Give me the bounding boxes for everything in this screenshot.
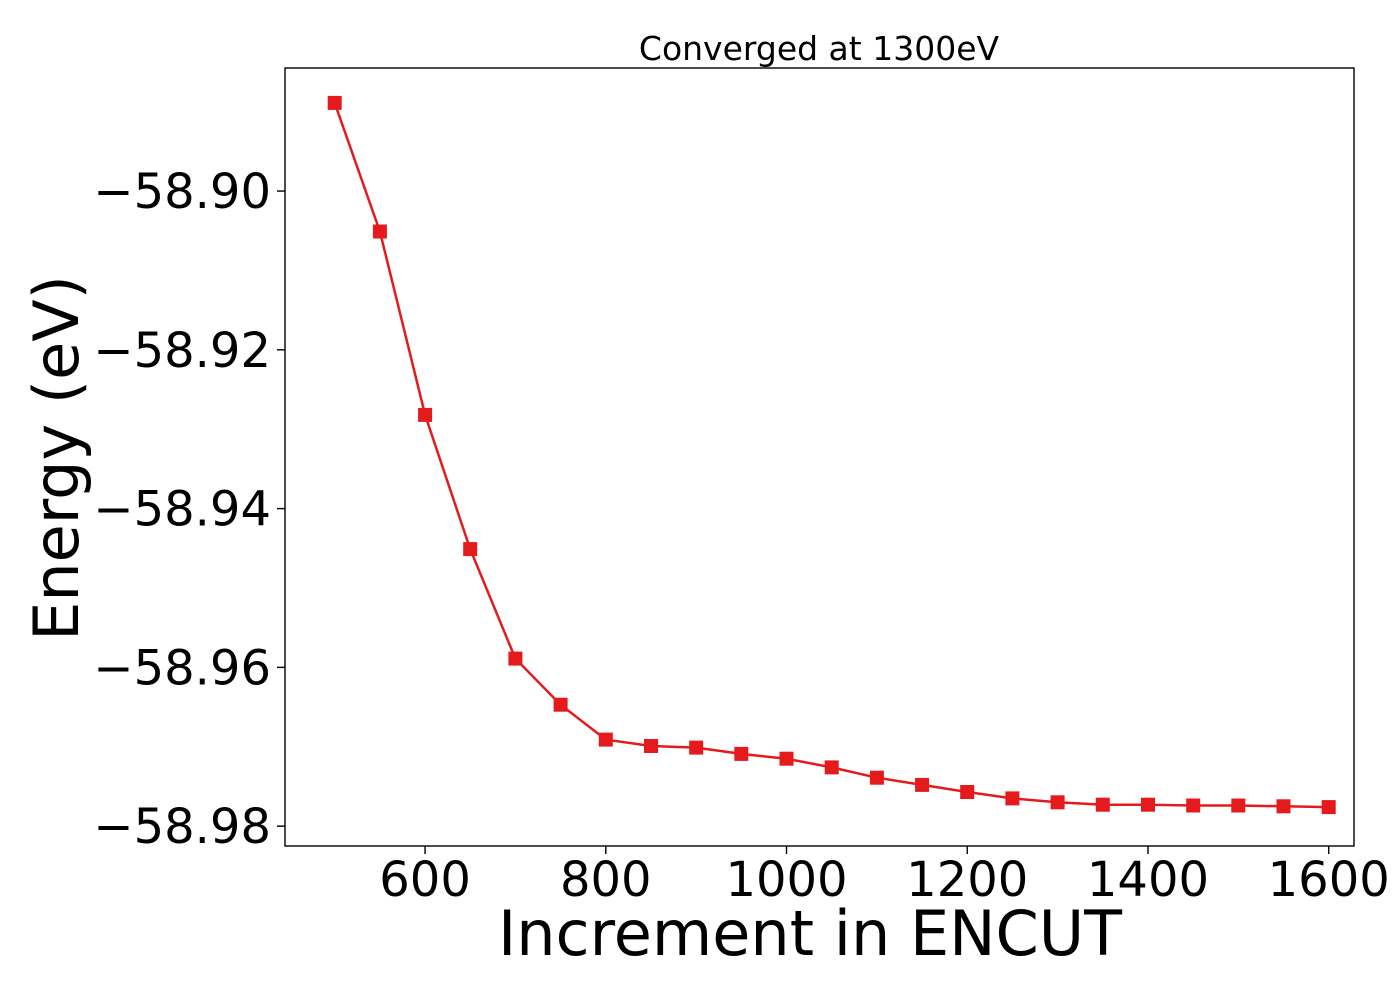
data-point xyxy=(327,95,342,110)
data-point xyxy=(418,407,433,422)
plot-area xyxy=(284,67,1355,847)
x-tick-label: 600 xyxy=(379,852,471,908)
y-tick-label: −58.96 xyxy=(93,640,271,696)
x-tick-label: 1200 xyxy=(906,852,1028,908)
y-tick-label: −58.94 xyxy=(93,482,271,538)
data-point xyxy=(1005,791,1020,806)
x-axis: 600 800 1000 1200 1400 1600 xyxy=(379,846,1390,908)
data-point xyxy=(1050,795,1065,810)
series-markers xyxy=(327,95,1336,815)
y-tick-label: −58.92 xyxy=(93,323,271,379)
data-point xyxy=(689,740,704,755)
data-point xyxy=(1231,798,1246,813)
data-point xyxy=(869,770,884,785)
data-point xyxy=(734,746,749,761)
x-tick-label: 1600 xyxy=(1268,852,1390,908)
series-line xyxy=(333,102,1329,809)
data-point xyxy=(372,224,387,239)
data-point xyxy=(553,697,568,712)
x-axis-label: Increment in ENCUT xyxy=(498,897,1123,970)
data-point xyxy=(960,785,975,799)
data-point xyxy=(1095,797,1110,812)
chart-title: Converged at 1300eV xyxy=(639,29,1000,68)
data-point xyxy=(1321,800,1336,815)
data-point xyxy=(508,651,523,666)
data-point xyxy=(463,542,478,557)
data-point xyxy=(1276,799,1291,814)
x-tick-label: 800 xyxy=(560,852,652,908)
y-axis-label: Energy (eV) xyxy=(20,275,93,641)
data-point xyxy=(1186,798,1201,813)
data-point xyxy=(644,739,658,753)
x-tick-label: 1000 xyxy=(725,852,847,908)
y-tick-label: −58.90 xyxy=(93,164,271,220)
data-point xyxy=(1141,797,1155,812)
y-tick-label: −58.98 xyxy=(93,799,271,855)
y-axis: −58.90 −58.92 −58.94 −58.96 −58.98 xyxy=(93,164,285,855)
data-point xyxy=(824,760,839,775)
data-point xyxy=(779,751,794,766)
data-point xyxy=(915,777,930,792)
data-point xyxy=(598,732,613,747)
x-tick-label: 1400 xyxy=(1087,852,1209,908)
